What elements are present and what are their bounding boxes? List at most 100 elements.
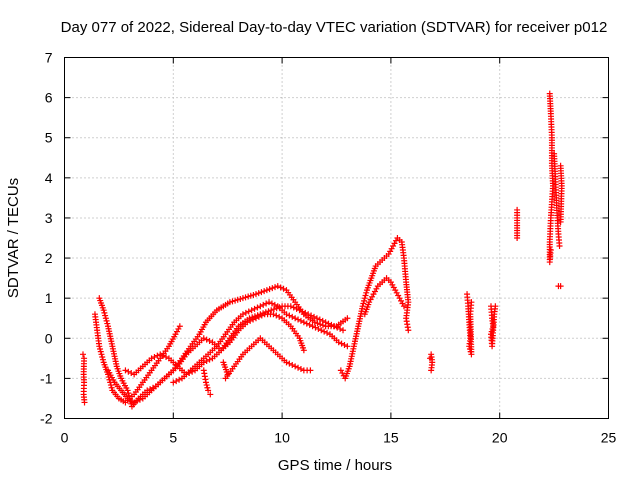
data-point-arc-D — [125, 368, 132, 375]
data-point-arc-D — [313, 315, 320, 322]
data-point-arc-G — [205, 387, 212, 394]
data-point-mid-K — [468, 302, 475, 309]
data-point-short-early — [80, 388, 87, 395]
data-point-arc-D — [302, 309, 309, 316]
data-point-rise-H — [403, 312, 410, 319]
data-point-arc-E — [321, 328, 328, 335]
data-point-arc-D — [331, 323, 338, 330]
data-point-arc-D — [265, 308, 272, 315]
data-point-arc-D — [270, 306, 277, 313]
data-point-arc-A — [108, 384, 115, 391]
y-tick-label: 4 — [45, 170, 53, 186]
data-point-arc-D — [257, 311, 264, 318]
data-point-rise-H — [350, 345, 357, 352]
data-point-arc-D — [311, 313, 318, 320]
data-point-arc-D — [308, 312, 315, 319]
data-point-late-N — [548, 132, 555, 139]
data-point-arc-G — [202, 376, 209, 383]
data-point-late-N — [555, 228, 562, 235]
data-point-arc-B — [263, 287, 270, 294]
y-tick-label: 0 — [45, 330, 53, 346]
data-point-arc-A — [99, 356, 106, 363]
data-point-arc-E — [281, 309, 288, 316]
data-point-arc-B — [250, 291, 257, 298]
data-point-late-N — [556, 240, 563, 247]
data-point-arc-B — [102, 312, 109, 319]
data-point-rise-I — [373, 285, 380, 292]
data-point-rise-H — [392, 237, 399, 244]
x-tick-label: 15 — [383, 430, 399, 446]
data-point-arc-E — [245, 308, 252, 315]
data-point-arc-G — [204, 384, 211, 391]
data-point-arc-B — [258, 289, 265, 296]
data-point-arc-E — [338, 340, 345, 347]
y-tick-label: -2 — [40, 411, 53, 427]
data-point-arc-D — [157, 351, 164, 358]
y-tick-label: 1 — [45, 290, 53, 306]
data-point-arc-A — [95, 340, 102, 347]
data-point-arc-E — [263, 300, 270, 307]
data-point-rise-H — [362, 292, 369, 299]
data-point-arc-C — [128, 398, 135, 405]
data-point-arc-E — [292, 315, 299, 322]
data-point-arc-E — [202, 353, 209, 360]
data-point-arc-A — [93, 324, 100, 331]
data-point-arc-D — [337, 325, 344, 332]
y-tick-label: 3 — [45, 210, 53, 226]
data-point-arc-D — [251, 313, 258, 320]
data-point-arc-E — [251, 305, 258, 312]
data-point-arc-A — [155, 357, 162, 364]
data-point-mid-K — [467, 332, 474, 339]
data-point-late-N — [557, 216, 564, 223]
data-point-arc-E — [297, 317, 304, 324]
data-point-rise-H — [379, 257, 386, 264]
data-point-mid-L — [491, 305, 498, 312]
data-point-arc-F — [304, 367, 311, 374]
data-point-rise-I — [365, 301, 372, 308]
data-point-late-N — [557, 283, 564, 290]
data-point-rise-H — [404, 324, 411, 331]
data-point-arc-D — [316, 316, 323, 323]
data-point-arc-C — [122, 393, 129, 400]
data-point-arc-A — [164, 345, 171, 352]
x-axis-label: GPS time / hours — [278, 457, 392, 474]
data-point-arc-C — [285, 321, 292, 328]
data-point-rise-I — [395, 292, 402, 299]
data-point-rise-I — [385, 277, 392, 284]
data-point-arc-D — [328, 321, 335, 328]
data-point-arc-D — [122, 367, 129, 374]
data-point-arc-B — [247, 292, 254, 299]
data-point-arc-B — [99, 304, 106, 311]
data-point-short-early — [80, 376, 87, 383]
data-point-arc-B — [212, 309, 219, 316]
data-point-arc-E — [315, 325, 322, 332]
data-point-arc-B — [266, 286, 273, 293]
data-point-rise-I — [369, 293, 376, 300]
data-point-arc-D — [244, 316, 251, 323]
data-point-arc-D — [325, 320, 332, 327]
data-point-arc-E — [289, 313, 296, 320]
data-point-arc-E — [170, 379, 177, 386]
data-point-arc-E — [242, 309, 249, 316]
data-point-arc-E — [260, 301, 267, 308]
data-point-arc-E — [220, 333, 227, 340]
data-point-arc-E — [341, 341, 348, 348]
data-point-rise-H — [402, 276, 409, 283]
data-point-arc-D — [260, 310, 267, 317]
data-point-arc-B — [103, 317, 110, 324]
data-point-arc-B — [269, 285, 276, 292]
data-point-arc-F — [238, 353, 245, 360]
data-point-arc-B — [245, 293, 252, 300]
data-point-arc-D — [268, 307, 275, 314]
data-point-late-M — [514, 212, 521, 219]
data-point-arc-C — [247, 317, 254, 324]
data-point-arc-B — [147, 386, 154, 393]
data-point-arc-E — [257, 303, 264, 310]
data-point-arc-B — [242, 294, 249, 301]
data-point-arc-C — [276, 313, 283, 320]
data-point-arc-B — [125, 390, 132, 397]
data-point-arc-D — [284, 303, 291, 310]
data-point-arc-E — [254, 304, 261, 311]
data-point-arc-B — [255, 290, 262, 297]
data-point-rise-H — [363, 289, 370, 296]
